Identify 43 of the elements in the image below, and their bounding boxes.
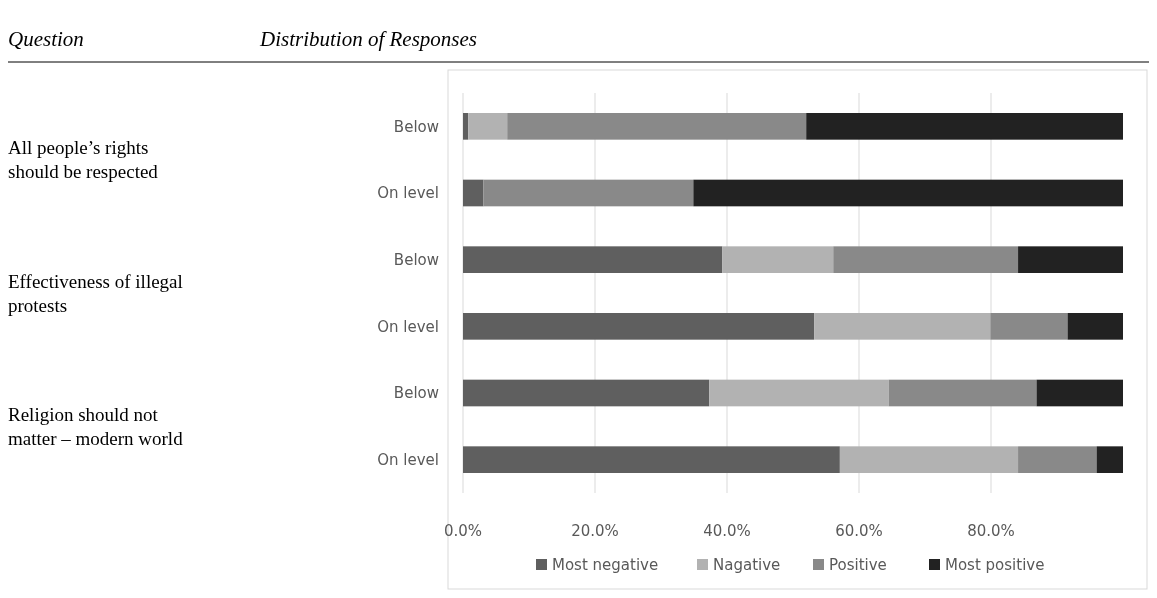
bar [468,113,508,140]
bar [463,246,723,273]
bar [483,179,694,207]
bar [1018,446,1097,473]
bar [463,179,484,207]
bar [806,113,1123,140]
bar [1018,246,1123,273]
x-tick-label: 20.0% [571,522,619,540]
bar [693,179,1123,207]
y-tick-label: On level [377,450,439,469]
legend-label: Most positive [945,556,1045,574]
y-tick-label: Below [393,117,439,136]
chart-title: Distribution of Responses [259,27,478,51]
text: All people’s rights should be respected [8,137,159,183]
bar [1096,446,1123,473]
bar [463,313,815,340]
text: Religion should not matter – modern world [8,403,184,449]
x-tick-label: 80.0% [967,522,1015,540]
bar [507,113,807,140]
y-tick-label: On level [377,184,439,203]
bar [814,313,991,340]
text: Question [8,27,84,51]
legend-label: Most negative [552,556,659,574]
x-tick-label: 60.0% [835,522,883,540]
bar [833,246,1019,273]
y-tick-label: Below [393,384,439,403]
bar [709,379,889,407]
bar [463,379,710,407]
bar [463,113,469,140]
bar [1036,379,1123,407]
x-tick-label: 0.0% [443,522,483,540]
bar [839,446,1019,473]
bar [888,379,1037,407]
text: Effectiveness of illegal protests [8,270,183,316]
legend-label: Nagative [713,556,781,574]
bar [722,246,834,273]
y-tick-label: Below [393,250,439,269]
x-tick-label: 40.0% [703,522,751,540]
bar [1067,313,1123,340]
bar [990,313,1068,340]
y-tick-label: On level [377,317,439,336]
legend-label: Positive [829,556,887,574]
bar [463,446,840,473]
